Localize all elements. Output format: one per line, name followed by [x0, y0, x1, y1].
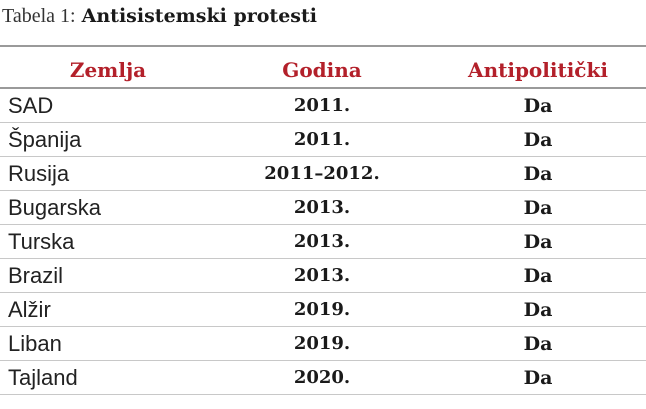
table-cell: 2011.: [293, 129, 351, 150]
table-cell: SAD: [8, 92, 54, 118]
header-cell: Godina: [282, 58, 362, 82]
table-row: Španija 2011. Da: [0, 123, 646, 157]
table-row: Alžir 2019. Da: [0, 293, 646, 327]
table-row: Rusija 2011–2012. Da: [0, 157, 646, 191]
table-cell: Da: [523, 162, 553, 185]
caption-title: Antisistemski protesti: [81, 5, 317, 27]
table-cell: 2019.: [293, 333, 351, 354]
table-cell: Španija: [8, 126, 82, 152]
header-row: Zemlja Godina Antipolitički: [0, 45, 646, 89]
table-row: Turska 2013. Da: [0, 225, 646, 259]
table-cell: Turska: [8, 228, 75, 254]
table-cell: Tajland: [8, 364, 78, 390]
table-cell: 2020.: [293, 367, 351, 388]
table-cell: Da: [523, 196, 553, 219]
table-cell: Alžir: [8, 296, 51, 322]
table-cell: Da: [523, 230, 553, 253]
table-row: Bugarska 2013. Da: [0, 191, 646, 225]
table-row: Brazil 2013. Da: [0, 259, 646, 293]
table-cell: Bugarska: [8, 194, 101, 220]
table-cell: Rusija: [8, 160, 70, 186]
table-cell: Da: [523, 332, 553, 355]
table-cell: Da: [523, 94, 553, 117]
table-cell: 2011–2012.: [264, 163, 380, 184]
table-cell: 2013.: [293, 265, 351, 286]
table-cell: 2013.: [293, 197, 351, 218]
table-cell: Liban: [8, 330, 62, 356]
table-row: Tajland 2020. Da: [0, 361, 646, 395]
table-row: SAD 2011. Da: [0, 89, 646, 123]
table-caption: Tabela 1: Antisistemski protesti: [2, 5, 317, 28]
table-cell: Brazil: [8, 262, 64, 288]
caption-label: Tabela 1:: [2, 5, 76, 27]
table-cell: 2019.: [293, 299, 351, 320]
table-cell: 2013.: [293, 231, 351, 252]
table-cell: Da: [523, 128, 553, 151]
table-row: Liban 2019. Da: [0, 327, 646, 361]
table-cell: 2011.: [293, 95, 351, 116]
header-cell: Antipolitički: [468, 58, 608, 82]
table-cell: Da: [523, 366, 553, 389]
table-cell: Da: [523, 264, 553, 287]
header-cell: Zemlja: [69, 58, 147, 82]
table-cell: Da: [523, 298, 553, 321]
